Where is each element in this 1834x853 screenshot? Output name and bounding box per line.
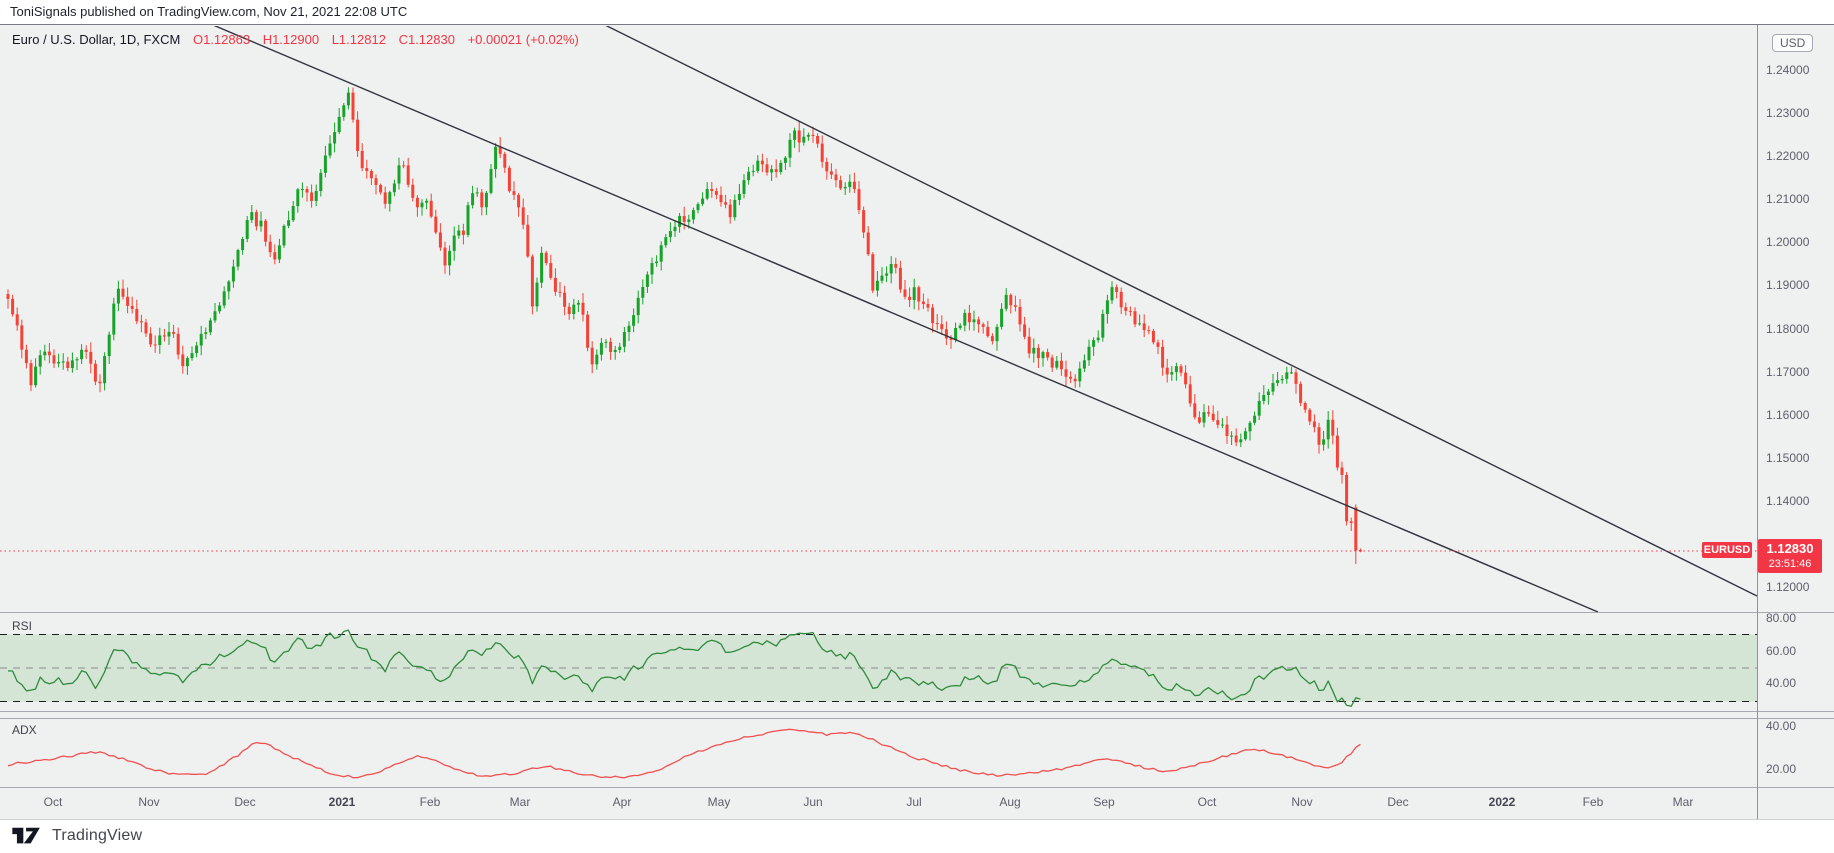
- time-axis-month-label: Mar: [509, 795, 531, 809]
- ohlc-change: +0.00021 (+0.02%): [467, 32, 579, 47]
- publish-info: ToniSignals published on TradingView.com…: [10, 4, 408, 19]
- tradingview-logo-icon[interactable]: [10, 825, 44, 847]
- time-axis-month-label: Oct: [1197, 795, 1217, 809]
- time-axis-year-label: 2022: [1488, 795, 1516, 809]
- price-axis-label: 1.23000: [1766, 106, 1810, 120]
- adx-pane-label[interactable]: ADX: [12, 723, 37, 737]
- time-axis-year-label: 2021: [328, 795, 356, 809]
- time-axis-month-label: Sep: [1093, 795, 1115, 809]
- price-axis-label: 1.22000: [1766, 149, 1810, 163]
- time-axis-month-label: Nov: [138, 795, 160, 809]
- indicator-scale-label: 40.00: [1766, 676, 1797, 690]
- price-axis-label: 1.20000: [1766, 235, 1810, 249]
- price-axis-label: 1.12000: [1766, 580, 1810, 594]
- price-axis-label: 1.14000: [1766, 494, 1810, 508]
- time-axis-month-label: Oct: [43, 795, 63, 809]
- time-axis-month-label: Mar: [1672, 795, 1694, 809]
- time-axis-month-label: Apr: [612, 795, 632, 809]
- time-axis-month-label: Dec: [234, 795, 256, 809]
- footer: TradingView: [10, 824, 142, 848]
- chart-plot[interactable]: [0, 25, 1834, 820]
- tradingview-brand-text[interactable]: TradingView: [52, 827, 143, 844]
- bar-countdown: 23:51:46: [1768, 558, 1812, 570]
- time-axis-month-label: Jul: [906, 795, 922, 809]
- currency-badge[interactable]: USD: [1772, 34, 1814, 52]
- time-axis-month-label: Jun: [803, 795, 823, 809]
- time-axis-month-label: Feb: [1582, 795, 1604, 809]
- indicator-scale-label: 40.00: [1766, 719, 1797, 733]
- time-axis-month-label: Nov: [1291, 795, 1313, 809]
- last-price-value: 1.12830: [1766, 541, 1814, 556]
- symbol-legend[interactable]: Euro / U.S. Dollar, 1D, FXCM O1.12863 H1…: [12, 32, 579, 47]
- price-axis-label: 1.24000: [1766, 63, 1810, 77]
- time-axis-month-label: Dec: [1387, 795, 1409, 809]
- price-axis-label: 1.18000: [1766, 322, 1810, 336]
- price-axis-label: 1.15000: [1766, 451, 1810, 465]
- chart-canvas[interactable]: Euro / U.S. Dollar, 1D, FXCM O1.12863 H1…: [0, 24, 1834, 820]
- ohlc-high: H1.12900: [262, 32, 320, 47]
- rsi-pane-label[interactable]: RSI: [12, 619, 33, 633]
- publish-bar: ToniSignals published on TradingView.com…: [0, 0, 1834, 24]
- ohlc-close: C1.12830: [398, 32, 455, 47]
- price-axis-label: 1.21000: [1766, 192, 1810, 206]
- ohlc-low: L1.12812: [331, 32, 386, 47]
- time-axis-month-label: May: [707, 795, 731, 809]
- price-axis-label: 1.16000: [1766, 408, 1810, 422]
- last-price-tag: 1.12830 23:51:46: [1758, 539, 1822, 573]
- price-axis-label: 1.19000: [1766, 278, 1810, 292]
- time-axis-month-label: Aug: [999, 795, 1021, 809]
- symbol-price-tag: EURUSD: [1702, 542, 1752, 558]
- price-axis-label: 1.17000: [1766, 365, 1810, 379]
- ohlc-open: O1.12863: [192, 32, 251, 47]
- indicator-scale-label: 20.00: [1766, 762, 1797, 776]
- indicator-scale-label: 60.00: [1766, 644, 1797, 658]
- indicator-scale-label: 80.00: [1766, 611, 1797, 625]
- time-axis-month-label: Feb: [419, 795, 441, 809]
- symbol-title[interactable]: Euro / U.S. Dollar, 1D, FXCM: [12, 32, 181, 47]
